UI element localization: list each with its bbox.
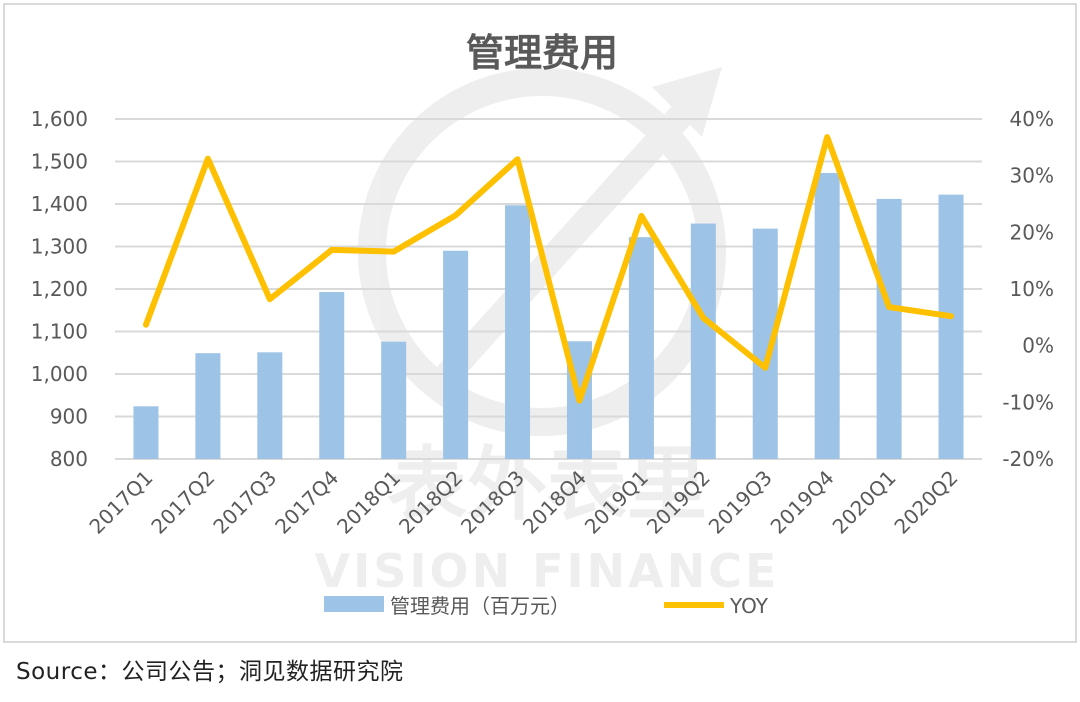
bar — [319, 291, 345, 459]
watermark-arrow — [422, 83, 712, 401]
right-tick-label: -20% — [1002, 447, 1054, 471]
right-tick-label: -10% — [1002, 390, 1054, 414]
right-tick-label: 10% — [1010, 277, 1054, 301]
x-tick-label: 2019Q4 — [766, 466, 839, 539]
right-axis-ticks: -20% -10% 0% 10% 20% 30% 40% — [1002, 107, 1054, 471]
yoy-point — [888, 306, 890, 308]
bar — [690, 223, 716, 459]
chart-title: 管理费用 — [466, 31, 618, 75]
legend-label-line: YOY — [729, 594, 769, 618]
yoy-point — [578, 400, 580, 402]
x-tick-label: 2020Q1 — [828, 466, 901, 539]
bar — [381, 341, 407, 459]
left-tick-label: 1,300 — [31, 235, 88, 259]
right-tick-label: 30% — [1010, 164, 1054, 188]
left-axis-ticks: 800 900 1,000 1,100 1,200 1,300 1,400 1,500 1,60… — [31, 107, 88, 471]
left-tick-label: 1,600 — [31, 107, 88, 131]
yoy-point — [145, 324, 147, 326]
yoy-point — [640, 215, 642, 217]
bar — [133, 406, 159, 459]
x-tick-label: 2017Q1 — [84, 466, 157, 539]
legend-label-bar: 管理费用（百万元） — [390, 594, 570, 618]
left-tick-label: 1,500 — [31, 150, 88, 174]
x-tick-label: 2017Q4 — [270, 466, 343, 539]
legend: 管理费用（百万元） YOY — [324, 594, 769, 618]
yoy-point — [517, 158, 519, 160]
x-tick-label: 2017Q2 — [146, 466, 219, 539]
yoy-point — [331, 249, 333, 251]
left-tick-label: 1,200 — [31, 277, 88, 301]
left-tick-label: 900 — [50, 405, 88, 429]
left-tick-label: 1,000 — [31, 362, 88, 386]
chart-svg: 表外表里 VISION FINANCE 管理费用 800 900 1,000 1,10… — [31, 31, 1054, 618]
right-tick-label: 20% — [1010, 220, 1054, 244]
yoy-series — [142, 134, 955, 404]
yoy-point — [455, 214, 457, 216]
yoy-line — [142, 134, 955, 404]
bar — [814, 172, 840, 459]
bar — [505, 205, 531, 459]
bar — [938, 194, 964, 459]
left-tick-label: 1,400 — [31, 192, 88, 216]
yoy-point — [269, 298, 271, 300]
bar-series — [133, 172, 964, 459]
right-tick-label: 40% — [1010, 107, 1054, 131]
yoy-point — [207, 158, 209, 160]
right-tick-label: 0% — [1022, 334, 1054, 358]
yoy-point — [393, 251, 395, 253]
x-tick-label: 2019Q3 — [704, 466, 777, 539]
bar — [443, 250, 469, 459]
bar — [195, 353, 221, 459]
x-tick-label: 2017Q3 — [208, 466, 281, 539]
left-tick-label: 1,100 — [31, 320, 88, 344]
source-note: Source：公司公告；洞见数据研究院 — [16, 659, 404, 685]
watermark-en: VISION FINANCE — [315, 544, 780, 598]
watermark: 表外表里 VISION FINANCE — [315, 67, 780, 598]
chart-frame: 表外表里 VISION FINANCE 管理费用 800 900 1,000 1,10… — [3, 3, 1077, 643]
bar — [628, 237, 654, 459]
bar — [257, 352, 283, 459]
yoy-point — [950, 315, 952, 317]
yoy-point — [764, 367, 766, 369]
legend-swatch-bar — [324, 596, 384, 612]
yoy-point — [702, 317, 704, 319]
x-tick-label: 2020Q2 — [889, 466, 962, 539]
left-tick-label: 800 — [50, 447, 88, 471]
bar — [876, 198, 902, 459]
yoy-point — [826, 136, 828, 138]
